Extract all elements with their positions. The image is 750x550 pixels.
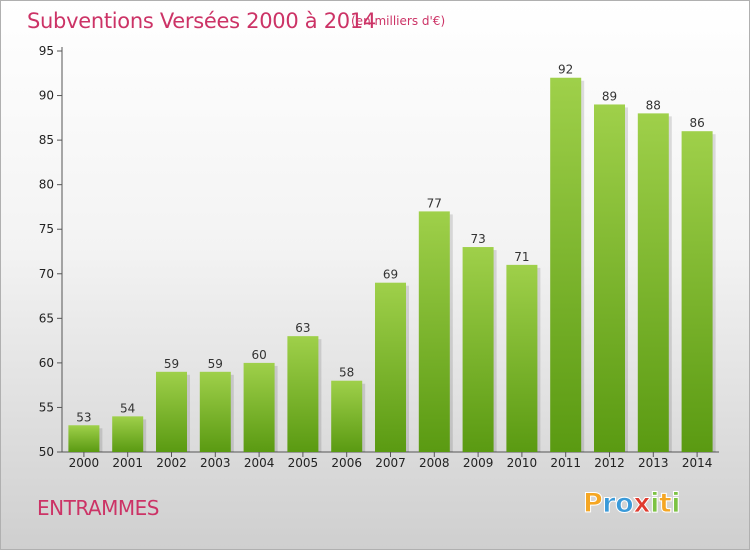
bar-2005 — [287, 336, 319, 452]
y-tick-label: 70 — [39, 267, 54, 281]
data-label: 63 — [295, 321, 310, 335]
data-label: 60 — [251, 348, 266, 362]
x-tick-label: 2009 — [463, 456, 494, 470]
data-label: 59 — [208, 357, 223, 371]
y-axis: 50 55 60 65 70 75 80 85 90 95 — [39, 44, 63, 459]
bar-2012 — [594, 104, 625, 452]
x-tick-label: 2002 — [156, 456, 187, 470]
data-label: 77 — [427, 196, 442, 210]
x-axis: 2000 2001 2002 2003 2004 2005 2006 2007 2008 2009… — [62, 451, 719, 470]
x-tick-label: 2011 — [550, 456, 581, 470]
bar-2002 — [156, 371, 187, 452]
y-tick-label: 80 — [39, 178, 54, 192]
unit-note: (en milliers d'€) — [351, 14, 446, 28]
logo-letter: P — [582, 488, 603, 520]
chart-title: Subventions Versées 2000 à 2014 — [27, 9, 376, 33]
bar-2006 — [331, 380, 363, 452]
data-label: 92 — [558, 63, 573, 77]
y-tick-label: 55 — [39, 400, 54, 414]
proxiti-logo: Proxiti — [582, 488, 681, 520]
y-tick-label: 75 — [39, 222, 54, 236]
data-label: 69 — [383, 268, 398, 282]
logo-letter: x — [633, 488, 651, 520]
bars-group — [68, 77, 716, 452]
bar-2000 — [68, 425, 100, 452]
x-tick-label: 2003 — [200, 456, 231, 470]
bar-2004 — [243, 362, 275, 452]
y-tick-label: 95 — [39, 44, 54, 58]
x-tick-label: 2008 — [419, 456, 450, 470]
bar-2011 — [550, 77, 582, 452]
x-tick-label: 2004 — [244, 456, 275, 470]
bar-2009 — [462, 247, 494, 452]
logo-letter: i — [671, 488, 681, 520]
x-tick-label: 2005 — [288, 456, 319, 470]
x-tick-label: 2006 — [331, 456, 362, 470]
x-tick-label: 2010 — [507, 456, 538, 470]
bar-2013 — [637, 113, 669, 452]
x-tick-label: 2000 — [69, 456, 100, 470]
data-label: 58 — [339, 366, 354, 380]
x-tick-label: 2012 — [594, 456, 625, 470]
bar-2003 — [199, 371, 231, 452]
data-label: 53 — [76, 410, 91, 424]
data-label: 71 — [514, 250, 529, 264]
y-tick-label: 50 — [39, 445, 54, 459]
y-tick-label: 65 — [39, 311, 54, 325]
data-label: 88 — [646, 98, 661, 112]
bar-2010 — [506, 264, 538, 452]
data-labels-group: 53 54 59 59 60 63 58 69 77 73 71 92 89 88 86 — [76, 63, 704, 425]
logo-letter: i — [650, 488, 660, 520]
x-tick-label: 2014 — [682, 456, 713, 470]
data-label: 54 — [120, 401, 135, 415]
bar-2014 — [681, 131, 713, 452]
bar-2008 — [418, 211, 450, 452]
logo-letter: t — [658, 488, 672, 520]
x-tick-label: 2007 — [375, 456, 406, 470]
y-tick-label: 85 — [39, 133, 54, 147]
bar-2001 — [112, 416, 144, 452]
logo-letter: r — [602, 488, 616, 520]
data-label: 89 — [602, 89, 617, 103]
x-tick-label: 2001 — [112, 456, 143, 470]
commune-name: ENTRAMMES — [37, 496, 159, 520]
x-tick-label: 2013 — [638, 456, 669, 470]
data-label: 59 — [164, 357, 179, 371]
data-label: 73 — [470, 232, 485, 246]
data-label: 86 — [689, 116, 704, 130]
logo-letter: o — [615, 488, 635, 520]
y-tick-label: 60 — [39, 356, 54, 370]
y-tick-label: 90 — [39, 89, 54, 103]
bar-2007 — [375, 282, 406, 452]
